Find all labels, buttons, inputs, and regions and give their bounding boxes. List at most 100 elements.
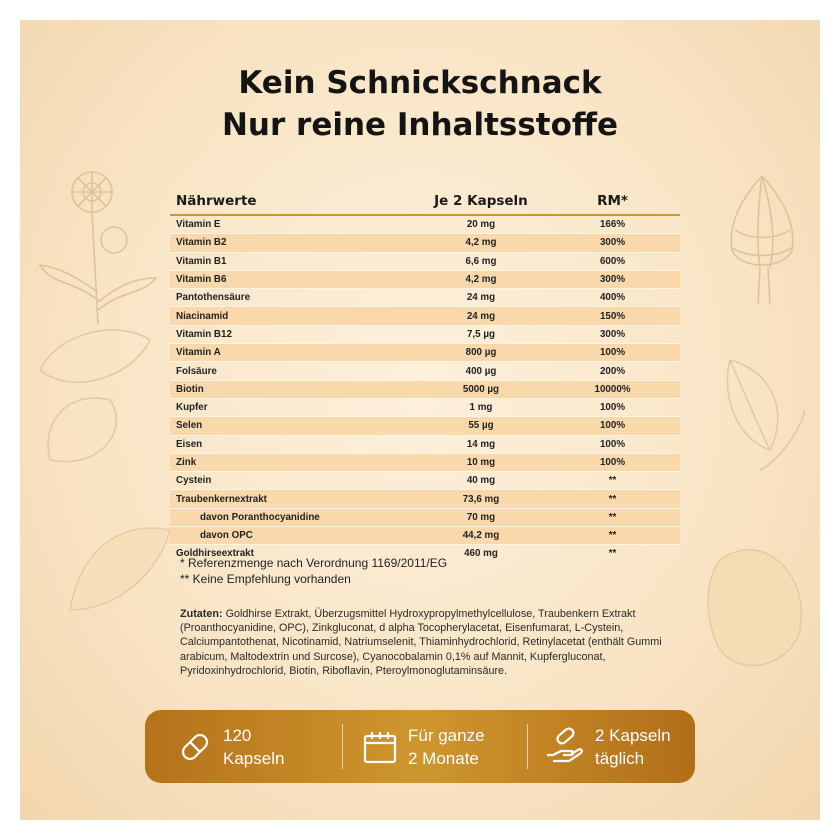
nutrient-rm: 400%: [545, 288, 680, 307]
nutrient-rm: **: [545, 526, 680, 545]
nutrient-rm: 100%: [545, 397, 680, 417]
table-row: Goldhirseextrakt 460 mg **: [170, 544, 680, 563]
ingredients-list: Goldhirse Extrakt, Überzugsmittel Hydrox…: [180, 608, 662, 677]
table-row: Selen 55 µg 100%: [170, 416, 680, 436]
feature-capsule-line2: Kapseln: [223, 748, 285, 768]
header-rm: RM*: [545, 188, 680, 216]
nutrient-name: Pantothensäure: [170, 288, 417, 307]
nutrient-rm: **: [545, 489, 680, 509]
divider: [527, 724, 528, 769]
nutrient-name: Vitamin B2: [170, 233, 417, 253]
nutrient-rm: 166%: [545, 214, 680, 234]
ingredients-label: Zutaten:: [180, 608, 223, 620]
nutrient-name: Selen: [170, 416, 417, 436]
capsule-icon: [181, 733, 209, 760]
footnote-no-recommendation: ** Keine Empfehlung vorhanden: [180, 572, 351, 586]
nutrient-rm: **: [545, 471, 680, 490]
nutrient-amount: 10 mg: [416, 452, 546, 472]
nutrient-amount: 800 µg: [416, 343, 546, 362]
table-row: davon Poranthocyanidine 70 mg **: [170, 507, 680, 527]
headline-line-1: Kein Schnickschnack: [238, 65, 602, 101]
nutrient-rm: **: [545, 544, 680, 563]
nutrient-amount: 44,2 mg: [416, 526, 546, 545]
nutrient-name: Kupfer: [170, 397, 417, 417]
nutrient-amount: 24 mg: [416, 306, 546, 326]
feature-bar: 120 Kapseln Für ganze 2 Monate: [145, 710, 695, 783]
nutrient-name: Biotin: [170, 379, 417, 399]
nutrient-amount: 460 mg: [416, 544, 546, 563]
nutrient-amount: 5000 µg: [416, 379, 546, 399]
nutrient-name: Vitamin B12: [170, 324, 417, 344]
table-row: davon OPC 44,2 mg **: [170, 526, 680, 545]
feature-dosage-line2: täglich: [595, 748, 645, 768]
nutrient-name: Traubenkernextrakt: [170, 489, 417, 509]
nutrient-amount: 4,2 mg: [416, 233, 546, 253]
nutrient-rm: 600%: [545, 251, 680, 271]
table-row: Eisen 14 mg 100%: [170, 434, 680, 454]
nutrient-rm: 100%: [545, 343, 680, 362]
dandelion-illustration: [38, 171, 158, 326]
table-row: Pantothensäure 24 mg 400%: [170, 288, 680, 307]
nutrient-name: Vitamin B1: [170, 251, 417, 271]
divider: [342, 724, 343, 769]
footnote-reference: * Referenzmenge nach Verordnung 1169/201…: [180, 556, 448, 570]
nutrient-name: davon Poranthocyanidine: [170, 507, 417, 527]
table-row: Niacinamid 24 mg 150%: [170, 306, 680, 326]
nutrient-rm: 300%: [545, 269, 680, 289]
nutrient-name: Zink: [170, 452, 417, 472]
feature-duration-line2: 2 Monate: [408, 748, 479, 768]
table-row: Vitamin E 20 mg 166%: [170, 214, 680, 234]
nutrient-rm: **: [545, 507, 680, 527]
feature-capsule-line1: 120: [223, 725, 252, 745]
feature-dosage-line1: 2 Kapseln: [595, 725, 671, 745]
almond-illustration: [39, 329, 152, 463]
table-row: Vitamin B12 7,5 µg 300%: [170, 324, 680, 344]
millet-grain-illustration: [69, 527, 171, 611]
feature-dosage: 2 Kapseln täglich: [543, 710, 671, 783]
nutrient-rm: 100%: [545, 434, 680, 454]
table-row: Zink 10 mg 100%: [170, 452, 680, 472]
nutrient-amount: 14 mg: [416, 434, 546, 454]
nutrient-rm: 300%: [545, 233, 680, 253]
nutrient-name: Niacinamid: [170, 306, 417, 326]
nutrient-amount: 73,6 mg: [416, 489, 546, 509]
nutrient-rm: 10000%: [545, 379, 680, 399]
table-row: Vitamin B2 4,2 mg 300%: [170, 233, 680, 253]
nutrient-amount: 70 mg: [416, 507, 546, 527]
table-row: Traubenkernextrakt 73,6 mg **: [170, 489, 680, 509]
nutrient-amount: 40 mg: [416, 471, 546, 490]
table-row: Vitamin B6 4,2 mg 300%: [170, 269, 680, 289]
feature-duration-line1: Für ganze: [408, 725, 485, 745]
feature-duration: Für ganze 2 Monate: [360, 710, 485, 783]
nutrient-rm: 200%: [545, 361, 680, 381]
nutrient-name: Cystein: [170, 471, 417, 490]
nutrient-amount: 6,6 mg: [416, 251, 546, 271]
nutrient-amount: 55 µg: [416, 416, 546, 436]
nutrient-rm: 300%: [545, 324, 680, 344]
headline-line-2: Nur reine Inhaltsstoffe: [221, 107, 619, 143]
nutrient-amount: 4,2 mg: [416, 269, 546, 289]
nutrient-name: davon OPC: [170, 526, 417, 545]
nutrient-name: Goldhirseextrakt: [170, 544, 417, 563]
footnotes: * Referenzmenge nach Verordnung 1169/201…: [180, 555, 447, 587]
nutrient-rm: 100%: [545, 416, 680, 436]
nutrient-amount: 400 µg: [416, 361, 546, 381]
header-je-2-kapseln: Je 2 Kapseln: [416, 188, 546, 216]
headline: Kein Schnickschnack Nur reine Inhaltssto…: [20, 62, 820, 146]
product-card: Kein Schnickschnack Nur reine Inhaltssto…: [20, 20, 820, 820]
ingredients-text: Zutaten: Goldhirse Extrakt, Überzugsmitt…: [180, 607, 680, 678]
table-row: Vitamin B1 6,6 mg 600%: [170, 251, 680, 271]
table-row: Cystein 40 mg **: [170, 471, 680, 490]
table-row: Kupfer 1 mg 100%: [170, 397, 680, 417]
hand-capsule-icon: [547, 726, 583, 762]
nutrient-name: Folsäure: [170, 361, 417, 381]
nutrient-amount: 24 mg: [416, 288, 546, 307]
table-row: Folsäure 400 µg 200%: [170, 361, 680, 381]
table-header-row: Nährwerte Je 2 Kapseln RM*: [170, 188, 680, 216]
feature-capsule-count: 120 Kapseln: [175, 710, 284, 783]
nutrient-name: Eisen: [170, 434, 417, 454]
nutrient-name: Vitamin A: [170, 343, 417, 362]
nutrient-amount: 1 mg: [416, 397, 546, 417]
nutrient-name: Vitamin E: [170, 214, 417, 234]
calendar-icon: [363, 731, 397, 763]
